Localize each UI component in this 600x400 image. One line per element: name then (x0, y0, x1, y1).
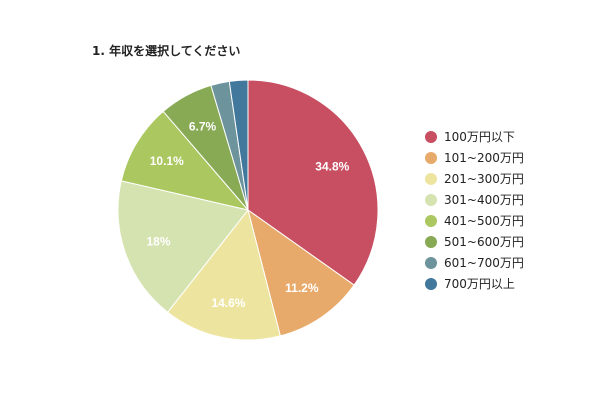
data-label-3: 14.6% (211, 296, 245, 310)
legend-item-2: 101~200万円 (425, 147, 524, 168)
legend-item-3: 201~300万円 (425, 168, 524, 189)
legend-label: 401~500万円 (444, 214, 524, 228)
legend-label: 301~400万円 (444, 193, 524, 207)
pie-slices (117, 79, 379, 341)
legend-swatch (425, 256, 437, 269)
legend-label: 201~300万円 (444, 172, 524, 186)
legend-label: 601~700万円 (444, 256, 524, 270)
pie-slice-2 (247, 208, 355, 337)
chart-title: 1. 年収を選択してください (92, 44, 241, 58)
legend-swatch (425, 151, 437, 164)
chart-legend: 100万円以下 101~200万円 201~300万円 301~400万円 401~50… (425, 126, 524, 294)
legend-swatch (425, 193, 437, 206)
pie-slice-5 (120, 110, 250, 211)
pie-slice-4 (117, 180, 249, 313)
legend-label: 700万円以上 (444, 277, 515, 291)
legend-swatch (425, 130, 437, 143)
legend-item-1: 100万円以下 (425, 126, 524, 147)
pie-slice-1 (247, 79, 379, 286)
legend-item-4: 301~400万円 (425, 189, 524, 210)
legend-swatch (425, 235, 437, 248)
legend-label: 501~600万円 (444, 235, 524, 249)
data-label-5: 10.1% (150, 154, 184, 168)
legend-swatch (425, 172, 437, 185)
pie-slice-3 (166, 208, 281, 341)
data-label-6: 6.7% (189, 120, 217, 134)
pie-slice-8 (228, 79, 249, 211)
legend-item-5: 401~500万円 (425, 210, 524, 231)
legend-item-6: 501~600万円 (425, 231, 524, 252)
legend-swatch (425, 277, 437, 290)
data-label-4: 18% (146, 235, 170, 249)
legend-label: 101~200万円 (444, 151, 524, 165)
legend-item-8: 700万円以上 (425, 273, 524, 294)
data-label-2: 11.2% (285, 281, 319, 295)
pie-data-labels: 34.8% 11.2% 14.6% 18% 10.1% 6.7% (146, 120, 349, 310)
legend-item-7: 601~700万円 (425, 252, 524, 273)
legend-label: 100万円以下 (444, 130, 515, 144)
data-label-1: 34.8% (315, 159, 349, 173)
legend-swatch (425, 214, 437, 227)
